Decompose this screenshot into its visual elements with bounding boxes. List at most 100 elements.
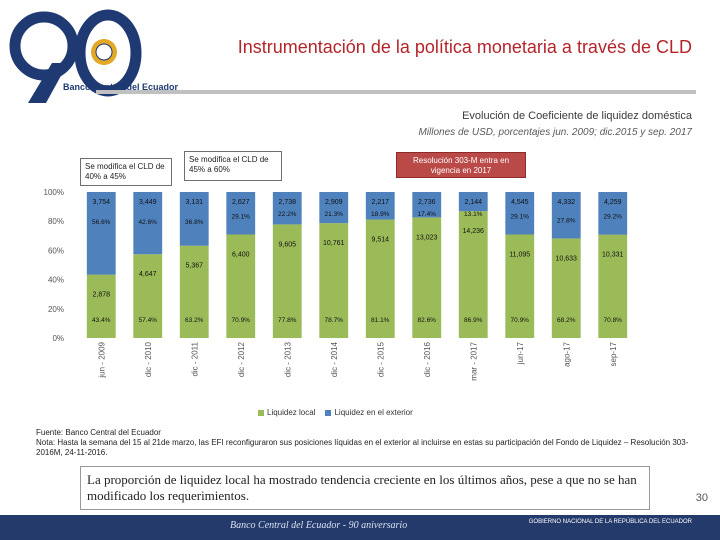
annotation-cld-45-60: Se modifica el CLD de 45% a 60% — [184, 151, 282, 181]
data-label-exterior-value: 3,131 — [185, 199, 203, 206]
data-label-exterior-percent: 27.8% — [557, 217, 576, 224]
x-tick-label: mar - 2017 — [469, 341, 478, 380]
liquidity-chart: 0% 20% 40% 60% 80% 100% 3,754 56.6% 2,878 43.4% ju… — [44, 188, 628, 381]
bar-local — [505, 234, 535, 338]
bce-logo — [9, 9, 142, 103]
bar-local — [179, 245, 209, 338]
footer-text: Banco Central del Ecuador - 90 aniversar… — [230, 520, 408, 531]
data-label-exterior-value: 2,909 — [325, 199, 343, 206]
annotation-resolution-303: Resolución 303-M entra en vigencia en 20… — [396, 152, 526, 178]
data-label-local-value: 10,633 — [556, 255, 578, 262]
data-label-local-value: 10,331 — [602, 252, 624, 259]
data-label-local-percent: 70.9% — [232, 317, 251, 324]
y-tick-label: 40% — [48, 276, 64, 285]
bar-exterior — [133, 192, 163, 255]
bar-exterior — [226, 192, 256, 235]
bar-exterior — [179, 192, 209, 246]
data-label-exterior-value: 3,449 — [139, 199, 157, 206]
data-label-local-value: 11,095 — [509, 251, 530, 258]
data-label-local-value: 4,647 — [139, 271, 157, 278]
bar-local — [86, 274, 116, 338]
data-label-exterior-value: 2,144 — [464, 199, 482, 206]
bar-local — [133, 254, 163, 338]
bar-exterior — [551, 192, 581, 239]
data-label-exterior-value: 4,332 — [557, 199, 575, 206]
bar-exterior — [412, 192, 442, 218]
data-label-local-percent: 78.7% — [325, 317, 344, 324]
x-tick-label: dic - 2014 — [330, 341, 339, 377]
footer-government: GOBIERNO NACIONAL DE LA REPÚBLICA DEL EC… — [528, 519, 692, 525]
y-tick-label: 20% — [48, 305, 64, 314]
data-label-exterior-value: 2,627 — [232, 199, 250, 206]
note-text: Nota: Hasta la semana del 15 al 21de mar… — [36, 438, 689, 457]
data-label-local-percent: 63.2% — [185, 317, 204, 324]
source-notes: Fuente: Banco Central del Ecuador Nota: … — [36, 428, 696, 458]
legend-swatch-local — [258, 409, 264, 416]
data-label-exterior-value: 4,259 — [604, 199, 622, 206]
bar-exterior — [458, 192, 488, 212]
bar-exterior — [505, 192, 535, 235]
data-label-exterior-value: 3,754 — [92, 199, 110, 206]
data-label-local-value: 13,023 — [416, 234, 438, 241]
data-label-local-percent: 68.2% — [557, 317, 576, 324]
source-text: Fuente: Banco Central del Ecuador — [36, 428, 161, 437]
x-tick-label: dic - 2012 — [237, 341, 246, 377]
data-label-exterior-percent: 18.9% — [371, 211, 390, 218]
y-tick-label: 80% — [48, 217, 64, 226]
data-label-exterior-percent: 29.1% — [232, 213, 251, 220]
legend-item-local: Liquidez local — [258, 408, 315, 417]
data-label-exterior-value: 4,545 — [511, 199, 529, 206]
bar-exterior — [598, 192, 628, 235]
bar-local — [412, 217, 442, 338]
y-tick-label: 60% — [48, 246, 64, 255]
x-tick-label: jun - 2009 — [97, 341, 106, 378]
x-tick-label: dic - 2013 — [283, 341, 292, 377]
logo-text: Banco Central del Ecuador — [63, 82, 179, 92]
data-label-exterior-percent: 13.1% — [464, 211, 483, 218]
data-label-local-value: 10,761 — [323, 240, 345, 247]
bar-local — [598, 234, 628, 338]
data-label-local-percent: 57.4% — [139, 317, 158, 324]
data-label-local-percent: 81.1% — [371, 317, 390, 324]
data-label-exterior-percent: 22.2% — [278, 211, 297, 218]
y-tick-label: 100% — [44, 188, 64, 197]
x-tick-label: ago-17 — [562, 341, 571, 366]
y-tick-label: 0% — [52, 334, 64, 343]
data-label-local-value: 2,878 — [92, 292, 110, 299]
legend-swatch-exterior — [325, 409, 332, 416]
chart-legend: Liquidez local Liquidez en el exterior — [258, 408, 413, 417]
data-label-exterior-percent: 56.6% — [92, 219, 111, 226]
data-label-exterior-percent: 29.2% — [604, 214, 623, 221]
data-label-exterior-percent: 42.6% — [139, 219, 158, 226]
data-label-exterior-value: 2,736 — [418, 199, 436, 206]
page-number: 30 — [695, 492, 708, 504]
data-label-local-value: 9,605 — [278, 241, 296, 248]
bar-local — [551, 238, 581, 338]
data-label-exterior-value: 2,217 — [371, 199, 389, 206]
bar-exterior — [272, 192, 302, 225]
conclusion-box: La proporción de liquidez local ha mostr… — [80, 466, 650, 510]
x-tick-label: dic - 2011 — [190, 341, 199, 376]
annotation-cld-40-45: Se modifica el CLD de 40% a 45% — [80, 158, 172, 186]
data-label-local-percent: 43.4% — [92, 317, 111, 324]
bar-local — [458, 211, 488, 338]
x-tick-label: dic - 2016 — [423, 341, 432, 377]
bar-local — [272, 224, 302, 338]
data-label-local-percent: 77.8% — [278, 317, 297, 324]
bar-exterior — [365, 192, 395, 220]
legend-label-local: Liquidez local — [267, 408, 316, 417]
data-label-local-value: 9,514 — [371, 237, 389, 244]
data-label-local-percent: 70.8% — [604, 317, 623, 324]
data-label-local-percent: 86.9% — [464, 317, 483, 324]
data-label-local-percent: 82.6% — [418, 317, 437, 324]
bar-exterior — [86, 192, 116, 275]
data-label-exterior-value: 2,738 — [278, 199, 296, 206]
data-label-local-value: 14,236 — [463, 228, 485, 235]
data-label-local-value: 6,400 — [232, 251, 250, 258]
data-label-exterior-percent: 17.4% — [418, 211, 437, 218]
x-tick-label: sep-17 — [609, 341, 618, 366]
data-label-local-percent: 70.9% — [511, 317, 530, 324]
data-label-exterior-percent: 36.8% — [185, 219, 204, 226]
chart-subtitle: Millones de USD, porcentajes jun. 2009; … — [418, 127, 692, 138]
page-title: Instrumentación de la política monetaria… — [237, 37, 692, 57]
